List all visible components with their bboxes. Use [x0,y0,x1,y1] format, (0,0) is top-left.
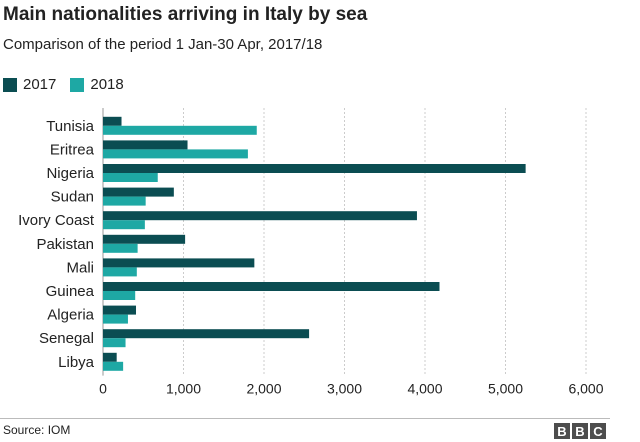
bar-2017-libya [103,352,117,362]
bar-2017-guinea [103,282,440,291]
x-tick-label: 6,000 [568,381,603,397]
category-label: Libya [58,354,95,371]
bar-2017-senegal [103,329,310,339]
bar-2018-guinea [103,291,136,300]
bbc-logo-letter: B [572,423,588,439]
bar-2017-mali [103,258,255,268]
bar-2018-libya [103,361,124,371]
chart-title: Main nationalities arriving in Italy by … [3,4,368,25]
x-tick-label: 1,000 [166,381,201,397]
category-label: Eritrea [50,141,95,158]
x-tick-label: 4,000 [407,381,442,397]
bar-2018-ivory-coast [103,220,145,230]
chart-subtitle: Comparison of the period 1 Jan-30 Apr, 2… [3,36,323,53]
category-label: Mali [66,259,94,276]
bbc-logo: B B C [552,423,606,439]
legend-swatch-2018 [70,77,85,92]
bar-2017-pakistan [103,234,186,244]
bar-2017-eritrea [103,140,188,150]
category-label: Tunisia [46,118,94,135]
legend-label-2018: 2018 [90,76,124,93]
x-tick-label: 3,000 [327,381,362,397]
category-label: Pakistan [36,236,94,253]
bbc-logo-letter: B [554,423,570,439]
legend-item-2017: 2017 [3,76,56,93]
bar-2018-pakistan [103,243,138,253]
bar-2017-nigeria [103,164,526,173]
bar-2017-tunisia [103,116,122,126]
source-note: Source: IOM [3,423,71,437]
legend-label-2017: 2017 [23,76,57,93]
bar-2017-sudan [103,187,174,197]
bar-2018-senegal [103,338,126,348]
legend: 2017 2018 [3,76,138,93]
bar-2018-sudan [103,196,146,206]
category-label: Senegal [39,330,94,347]
category-label: Sudan [51,189,94,206]
category-label: Algeria [47,307,94,324]
bar-chart: 0 1,000 2,000 3,000 4,000 5,000 6,000 Tunisia Er… [18,108,604,397]
category-label: Ivory Coast [18,212,95,229]
bar-2018-mali [103,267,137,277]
bar-2018-nigeria [103,173,158,182]
x-tick-label: 0 [99,381,107,397]
bar-2018-algeria [103,314,128,324]
bar-2018-tunisia [103,125,257,135]
footer-divider [0,418,610,419]
bar-2018-eritrea [103,149,248,159]
bbc-logo-letter: C [590,423,606,439]
bar-2017-ivory-coast [103,211,417,221]
category-label: Guinea [46,283,95,300]
legend-swatch-2017 [3,77,17,92]
bar-2017-algeria [103,305,137,315]
legend-item-2018: 2018 [70,76,124,93]
x-tick-label: 5,000 [488,381,523,397]
category-label: Nigeria [46,165,94,182]
x-tick-label: 2,000 [246,381,281,397]
